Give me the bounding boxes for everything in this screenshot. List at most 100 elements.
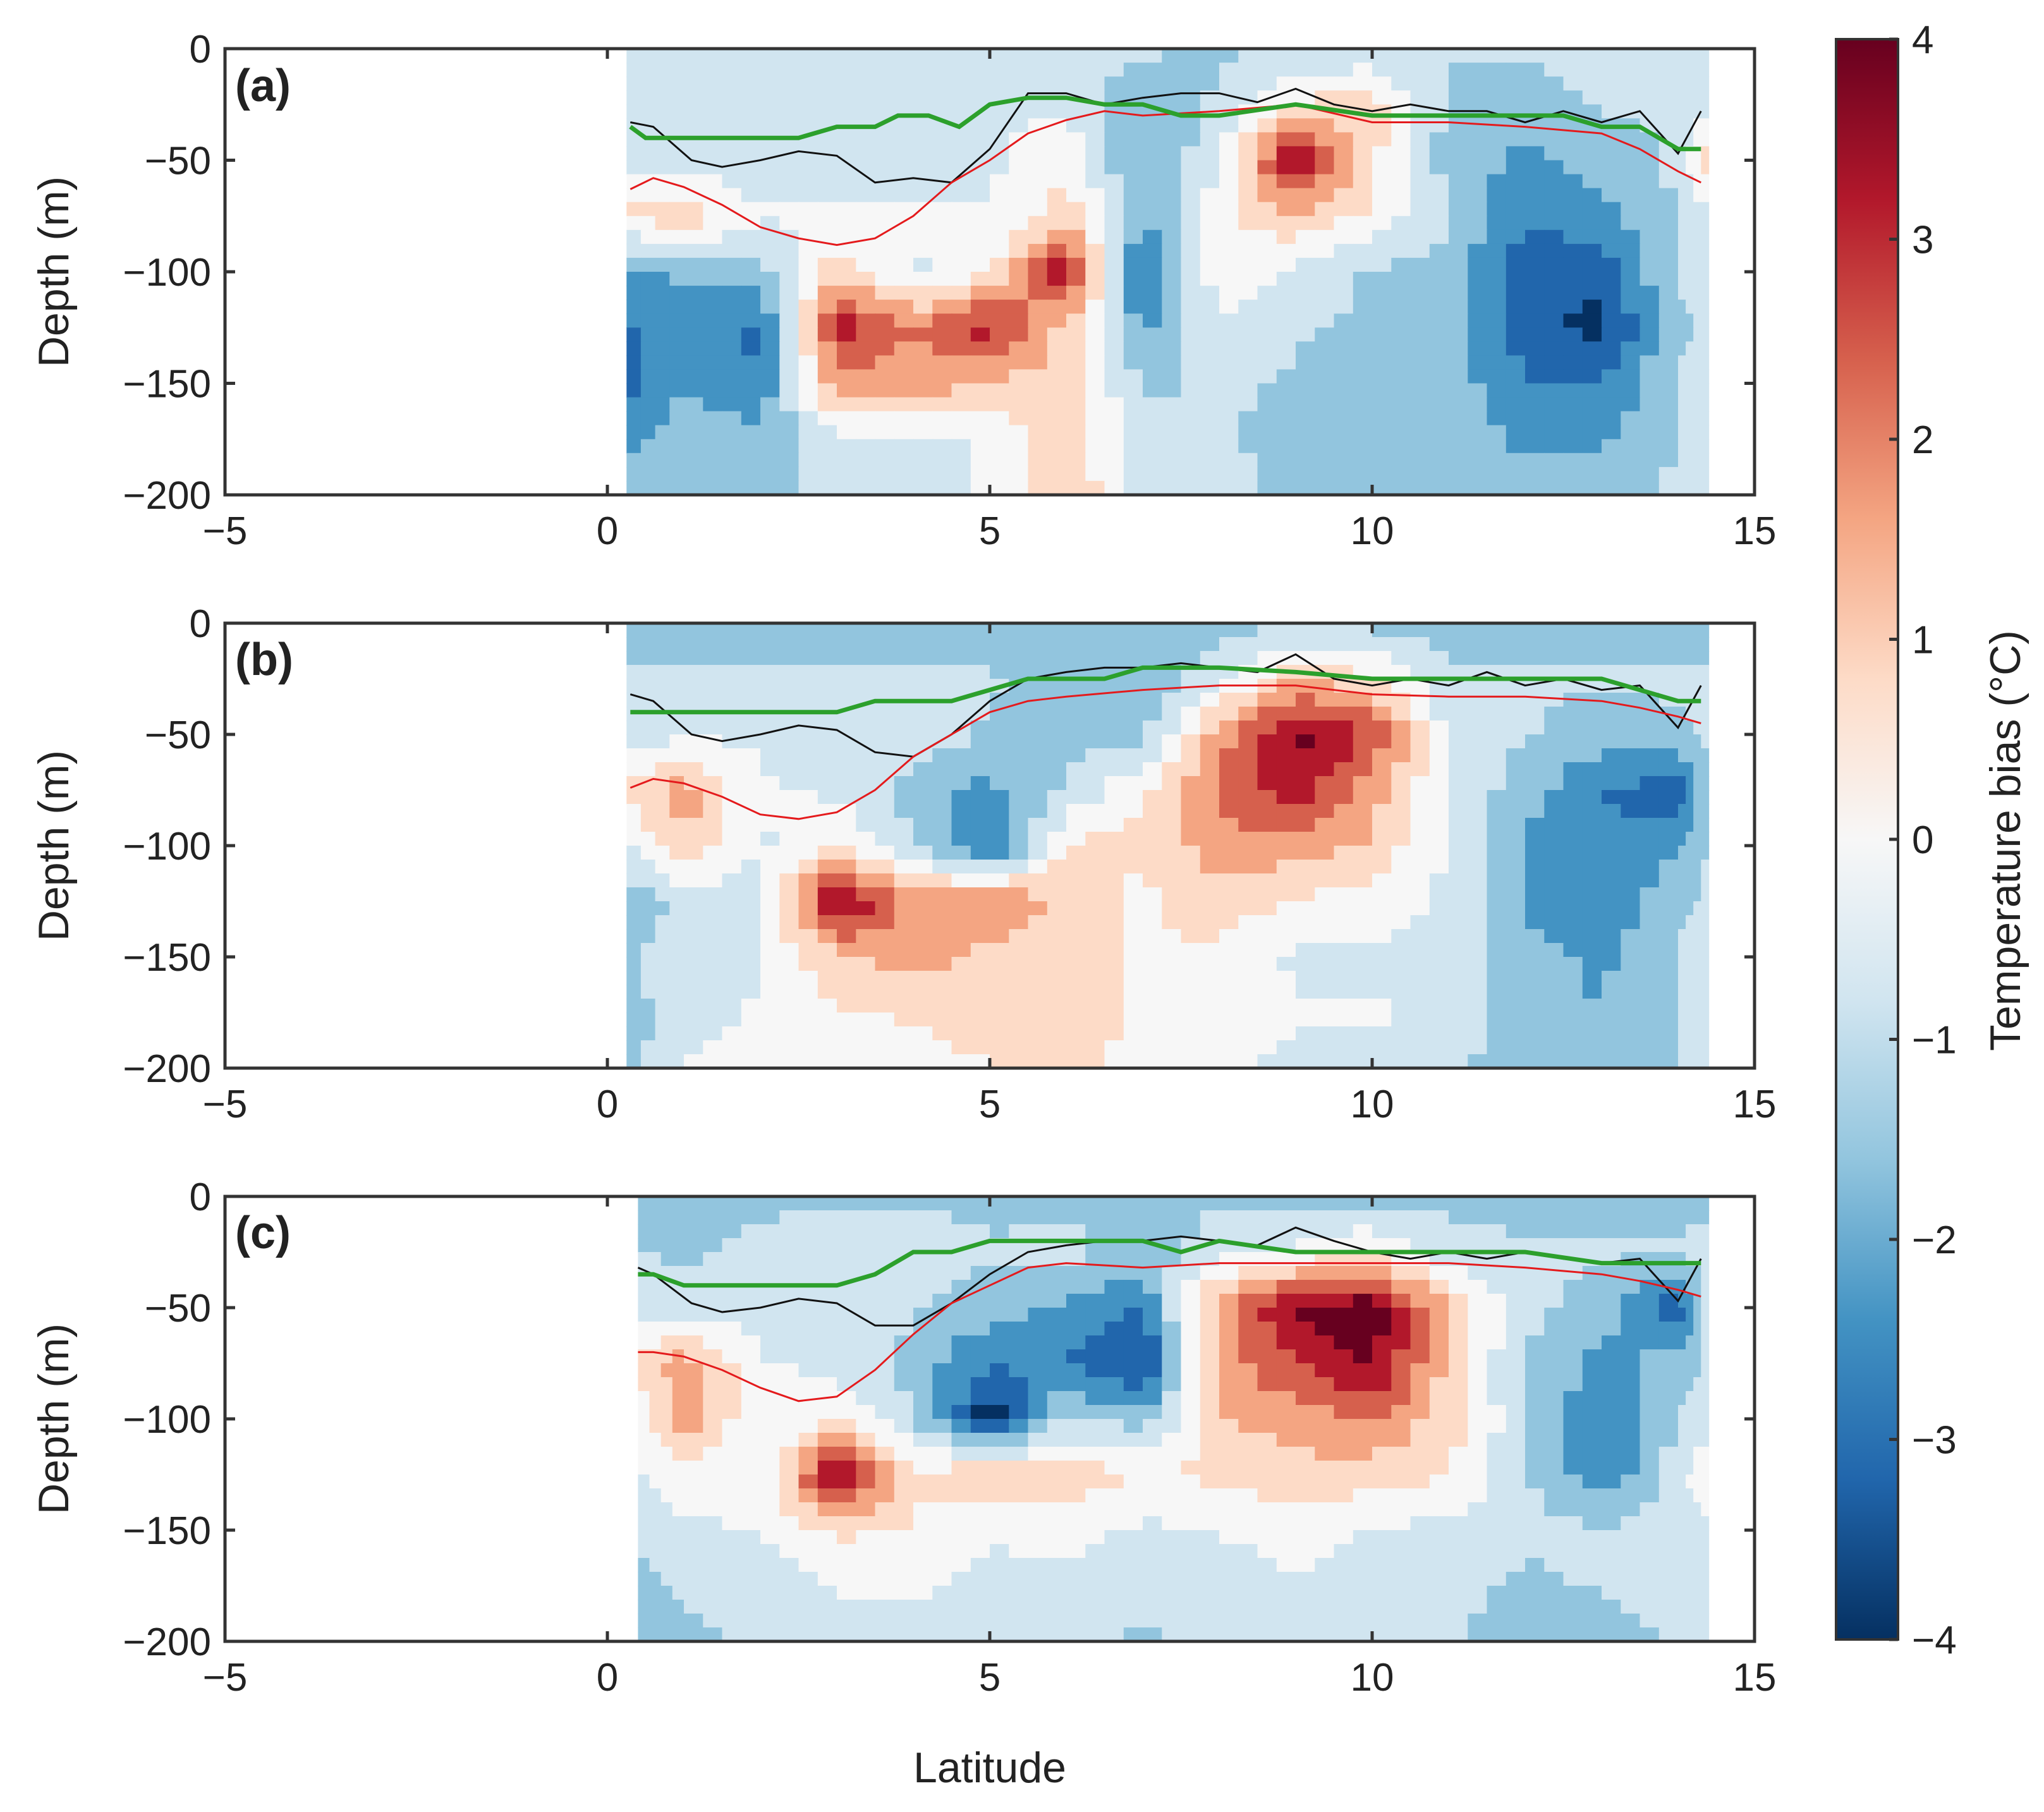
heatmap-cell (722, 790, 742, 805)
heatmap-cell (1047, 1461, 1067, 1475)
heatmap-cell (913, 623, 934, 638)
heatmap-cell (779, 693, 800, 707)
heatmap-cell (913, 1252, 934, 1267)
heatmap-cell (1066, 1391, 1086, 1406)
heatmap-cell (1544, 1224, 1564, 1239)
heatmap-cell (655, 1040, 671, 1055)
heatmap-cell (1200, 1054, 1220, 1068)
heatmap-cell (1621, 49, 1641, 63)
heatmap-cell (1009, 693, 1029, 707)
heatmap-cell (1104, 846, 1124, 860)
heatmap-cell (932, 1419, 952, 1433)
heatmap-cell (1563, 257, 1583, 272)
heatmap-cell (1257, 818, 1277, 832)
heatmap-cell (626, 762, 642, 777)
heatmap-cell (1104, 693, 1124, 707)
heatmap-cell (655, 971, 671, 985)
heatmap-cell (760, 355, 781, 370)
heatmap-cell (1544, 90, 1564, 106)
heatmap-cell (1334, 63, 1354, 77)
heatmap-cell (1334, 1280, 1354, 1294)
heatmap-cell (817, 480, 837, 495)
heatmap-cell (1181, 1349, 1201, 1364)
heatmap-cell (722, 286, 742, 300)
heatmap-cell (1009, 453, 1029, 468)
heatmap-cell (1449, 1280, 1469, 1294)
heatmap-cell (672, 1196, 684, 1211)
heatmap-cell (1315, 707, 1335, 721)
heatmap-cell (1449, 762, 1469, 777)
heatmap-cell (779, 90, 800, 106)
heatmap-cell (951, 846, 971, 860)
heatmap-cell (1066, 1280, 1086, 1294)
heatmap-cell (1410, 623, 1430, 638)
heatmap-cell (1602, 327, 1622, 343)
heatmap-cell (1066, 1419, 1086, 1433)
heatmap-cell (1353, 637, 1373, 652)
heatmap-cell (1686, 1196, 1694, 1211)
heatmap-cell (1066, 1266, 1086, 1280)
heatmap-cell (1162, 1210, 1182, 1225)
heatmap-cell (856, 1252, 876, 1267)
heatmap-cell (1334, 1266, 1354, 1280)
heatmap-cell (1678, 257, 1686, 272)
heatmap-cell (1544, 1335, 1564, 1350)
heatmap-cell (1582, 216, 1602, 231)
heatmap-cell (1085, 901, 1105, 916)
heatmap-cell (1582, 272, 1602, 286)
heatmap-cell (1701, 118, 1710, 133)
heatmap-cell (837, 721, 857, 735)
heatmap-cell (779, 49, 800, 63)
heatmap-cell (1487, 188, 1507, 203)
heatmap-cell (1296, 804, 1316, 818)
heatmap-cell (932, 229, 952, 245)
heatmap-cell (1372, 790, 1392, 805)
heatmap-cell (1123, 651, 1143, 666)
heatmap-cell (894, 313, 914, 329)
heatmap-cell (1506, 1238, 1526, 1253)
heatmap-cell (722, 915, 742, 930)
heatmap-cell (722, 901, 742, 916)
heatmap-cell (1693, 1040, 1702, 1055)
heatmap-cell (1602, 300, 1622, 314)
heatmap-cell (856, 1040, 876, 1055)
heatmap-cell (1353, 1224, 1373, 1239)
heatmap-cell (1296, 637, 1316, 652)
heatmap-cell (640, 637, 656, 652)
heatmap-cell (1449, 971, 1469, 985)
heatmap-cell (817, 90, 837, 106)
heatmap-cell (1391, 272, 1411, 286)
heatmap-cell (894, 1012, 914, 1027)
heatmap-cell (817, 818, 837, 832)
heatmap-cell (932, 216, 952, 231)
heatmap-cell (1315, 651, 1335, 666)
heatmap-cell (990, 873, 1010, 888)
heatmap-cell (703, 439, 723, 454)
heatmap-cell (760, 453, 781, 468)
heatmap-cell (1181, 637, 1201, 652)
heatmap-cell (1525, 453, 1545, 468)
heatmap-cell (640, 216, 656, 231)
heatmap-cell (913, 915, 934, 930)
heatmap-cell (1429, 776, 1449, 791)
heatmap-cell (640, 734, 656, 749)
heatmap-cell (1582, 1238, 1602, 1253)
heatmap-cell (1686, 762, 1694, 777)
heatmap-cell (1123, 1026, 1143, 1041)
heatmap-cell (1296, 1294, 1316, 1308)
heatmap-cell (779, 480, 800, 495)
heatmap-cell (703, 383, 723, 398)
heatmap-cell (1009, 313, 1029, 329)
heatmap-cell (894, 1224, 914, 1239)
heatmap-cell (1372, 1349, 1392, 1364)
heatmap-cell (1487, 748, 1507, 763)
heatmap-cell (1391, 762, 1411, 777)
heatmap-cell (1468, 1012, 1488, 1027)
heatmap-cell (1602, 90, 1622, 106)
heatmap-cell (970, 1377, 990, 1392)
heatmap-cell (1506, 355, 1526, 370)
heatmap-cell (990, 943, 1010, 958)
heatmap-cell (1181, 397, 1201, 412)
heatmap-cell (760, 300, 781, 314)
heatmap-cell (817, 1363, 837, 1378)
